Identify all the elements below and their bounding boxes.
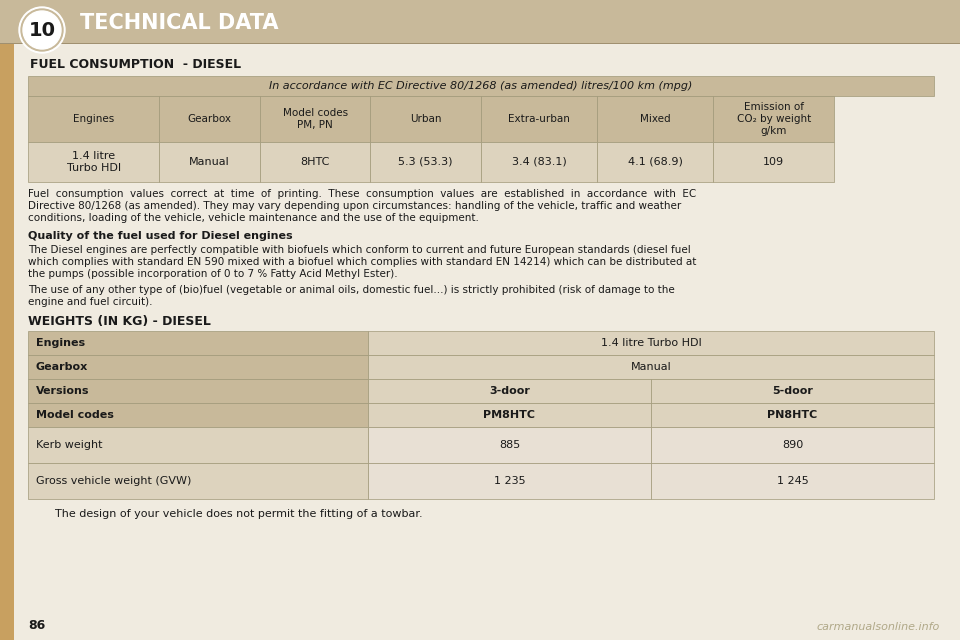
Bar xyxy=(368,463,651,499)
Text: 109: 109 xyxy=(763,157,784,167)
Text: 10: 10 xyxy=(29,22,56,40)
Text: WEIGHTS (IN KG) - DIESEL: WEIGHTS (IN KG) - DIESEL xyxy=(28,315,211,328)
Bar xyxy=(368,379,651,403)
Bar xyxy=(371,142,481,182)
Bar xyxy=(28,331,368,355)
Text: Mixed: Mixed xyxy=(639,114,670,124)
Text: Model codes: Model codes xyxy=(36,410,114,420)
Text: Emission of
CO₂ by weight
g/km: Emission of CO₂ by weight g/km xyxy=(736,102,811,136)
Text: 3.4 (83.1): 3.4 (83.1) xyxy=(512,157,566,167)
Text: carmanualsonline.info: carmanualsonline.info xyxy=(817,622,940,632)
Text: 890: 890 xyxy=(781,440,804,450)
Text: Engines: Engines xyxy=(36,338,85,348)
Text: 1 235: 1 235 xyxy=(493,476,525,486)
Bar xyxy=(28,355,368,379)
Bar xyxy=(651,403,934,427)
Bar xyxy=(28,427,368,463)
Text: 86: 86 xyxy=(28,619,45,632)
Bar xyxy=(368,355,934,379)
Text: Extra-urban: Extra-urban xyxy=(508,114,570,124)
Text: The Diesel engines are perfectly compatible with biofuels which conform to curre: The Diesel engines are perfectly compati… xyxy=(28,245,691,255)
Text: Directive 80/1268 (as amended). They may vary depending upon circumstances: hand: Directive 80/1268 (as amended). They may… xyxy=(28,201,682,211)
Text: engine and fuel circuit).: engine and fuel circuit). xyxy=(28,297,153,307)
Text: 8HTC: 8HTC xyxy=(300,157,330,167)
Text: 1.4 litre Turbo HDI: 1.4 litre Turbo HDI xyxy=(601,338,702,348)
Bar xyxy=(713,96,834,142)
Bar xyxy=(28,142,159,182)
Text: 885: 885 xyxy=(499,440,520,450)
Bar xyxy=(371,96,481,142)
Text: In accordance with EC Directive 80/1268 (as amended) litres/100 km (mpg): In accordance with EC Directive 80/1268 … xyxy=(270,81,693,91)
Bar xyxy=(159,142,260,182)
Bar xyxy=(651,427,934,463)
Text: TECHNICAL DATA: TECHNICAL DATA xyxy=(80,13,278,33)
Bar xyxy=(597,96,713,142)
Text: PN8HTC: PN8HTC xyxy=(767,410,818,420)
Text: conditions, loading of the vehicle, vehicle maintenance and the use of the equip: conditions, loading of the vehicle, vehi… xyxy=(28,213,479,223)
Bar xyxy=(713,142,834,182)
Bar xyxy=(159,96,260,142)
Text: Quality of the fuel used for Diesel engines: Quality of the fuel used for Diesel engi… xyxy=(28,231,293,241)
Bar xyxy=(28,403,368,427)
Bar xyxy=(651,379,934,403)
Bar xyxy=(481,142,597,182)
Bar xyxy=(260,142,371,182)
Bar xyxy=(28,379,368,403)
Text: 3-door: 3-door xyxy=(489,386,530,396)
Text: Manual: Manual xyxy=(631,362,671,372)
Text: Gross vehicle weight (GVW): Gross vehicle weight (GVW) xyxy=(36,476,191,486)
Text: PM8HTC: PM8HTC xyxy=(484,410,536,420)
Bar xyxy=(651,463,934,499)
Text: which complies with standard EN 590 mixed with a biofuel which complies with sta: which complies with standard EN 590 mixe… xyxy=(28,257,696,267)
Bar xyxy=(597,142,713,182)
Bar xyxy=(0,44,14,640)
Bar xyxy=(368,331,934,355)
Bar xyxy=(28,463,368,499)
Bar xyxy=(481,96,597,142)
Text: Engines: Engines xyxy=(73,114,114,124)
Text: Urban: Urban xyxy=(410,114,442,124)
Text: Versions: Versions xyxy=(36,386,89,396)
Bar xyxy=(28,96,159,142)
Bar xyxy=(260,96,371,142)
Text: Fuel  consumption  values  correct  at  time  of  printing.  These  consumption : Fuel consumption values correct at time … xyxy=(28,189,696,199)
Text: 1 245: 1 245 xyxy=(777,476,808,486)
Bar xyxy=(368,427,651,463)
Text: Kerb weight: Kerb weight xyxy=(36,440,103,450)
Text: Gearbox: Gearbox xyxy=(36,362,88,372)
Text: the pumps (possible incorporation of 0 to 7 % Fatty Acid Methyl Ester).: the pumps (possible incorporation of 0 t… xyxy=(28,269,397,279)
Text: Model codes
PM, PN: Model codes PM, PN xyxy=(282,108,348,130)
Text: The use of any other type of (bio)fuel (vegetable or animal oils, domestic fuel.: The use of any other type of (bio)fuel (… xyxy=(28,285,675,295)
Bar xyxy=(28,76,934,96)
Circle shape xyxy=(19,7,65,53)
Bar xyxy=(368,403,651,427)
Circle shape xyxy=(23,11,61,49)
Text: Gearbox: Gearbox xyxy=(187,114,231,124)
Circle shape xyxy=(21,9,63,51)
Text: Manual: Manual xyxy=(189,157,230,167)
Bar xyxy=(0,0,960,44)
Text: The design of your vehicle does not permit the fitting of a towbar.: The design of your vehicle does not perm… xyxy=(55,509,422,519)
Text: 5.3 (53.3): 5.3 (53.3) xyxy=(398,157,453,167)
Text: 5-door: 5-door xyxy=(772,386,813,396)
Bar xyxy=(0,43,960,44)
Text: 4.1 (68.9): 4.1 (68.9) xyxy=(628,157,683,167)
Text: FUEL CONSUMPTION  - DIESEL: FUEL CONSUMPTION - DIESEL xyxy=(30,58,241,71)
Text: 1.4 litre
Turbo HDI: 1.4 litre Turbo HDI xyxy=(66,151,121,173)
